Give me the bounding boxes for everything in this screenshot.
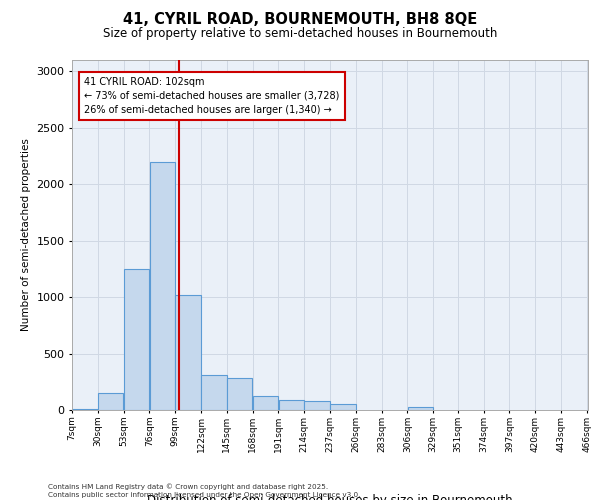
Bar — [227, 378, 253, 410]
Text: Size of property relative to semi-detached houses in Bournemouth: Size of property relative to semi-detach… — [103, 28, 497, 40]
Bar — [72, 409, 98, 410]
Y-axis label: Number of semi-detached properties: Number of semi-detached properties — [20, 138, 31, 332]
Bar — [175, 295, 201, 410]
Text: Contains HM Land Registry data © Crown copyright and database right 2025.
Contai: Contains HM Land Registry data © Crown c… — [48, 484, 361, 498]
Bar — [304, 401, 330, 410]
Bar — [253, 396, 278, 410]
Bar — [124, 269, 149, 410]
Bar — [278, 400, 304, 410]
Bar — [330, 404, 356, 410]
X-axis label: Distribution of semi-detached houses by size in Bournemouth: Distribution of semi-detached houses by … — [147, 494, 513, 500]
Bar — [98, 393, 124, 410]
Bar — [407, 406, 433, 410]
Bar — [149, 162, 175, 410]
Bar — [201, 375, 227, 410]
Text: 41 CYRIL ROAD: 102sqm
← 73% of semi-detached houses are smaller (3,728)
26% of s: 41 CYRIL ROAD: 102sqm ← 73% of semi-deta… — [85, 77, 340, 115]
Text: 41, CYRIL ROAD, BOURNEMOUTH, BH8 8QE: 41, CYRIL ROAD, BOURNEMOUTH, BH8 8QE — [123, 12, 477, 28]
